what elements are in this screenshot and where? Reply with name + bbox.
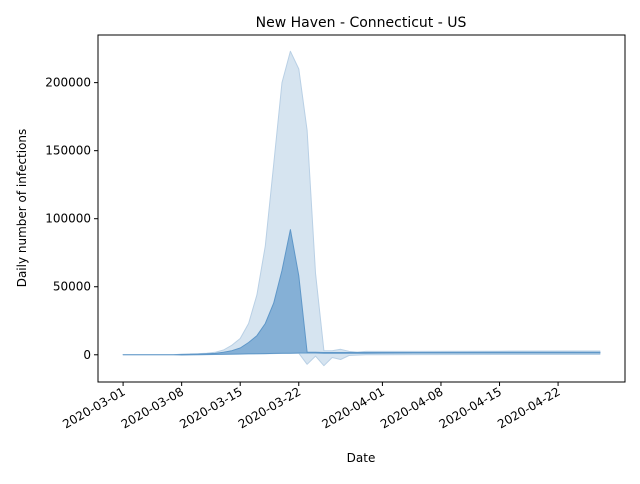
bands-layer [122, 50, 601, 367]
chart-title: New Haven - Connecticut - US [256, 15, 467, 31]
x-tick-label: 2020-03-01 [60, 384, 127, 431]
x-tick-label: 2020-04-01 [320, 384, 387, 431]
y-tick-label: 100000 [45, 212, 91, 226]
y-axis-label: Daily number of infections [15, 129, 29, 288]
y-tick-label: 50000 [53, 280, 91, 294]
plot-frame [97, 34, 626, 383]
x-tick-label: 2020-03-08 [119, 384, 186, 431]
x-axis-label: Date [347, 451, 376, 465]
x-tick-label: 2020-04-15 [437, 384, 504, 431]
inner-band [122, 229, 601, 356]
x-tick-label: 2020-04-08 [378, 384, 445, 431]
x-tick-label: 2020-04-22 [495, 384, 562, 431]
y-tick-label: 150000 [45, 144, 91, 158]
x-tick-label: 2020-03-15 [177, 384, 244, 431]
x-tick-label: 2020-03-22 [236, 384, 303, 431]
outer-band [122, 50, 601, 367]
y-tick-label: 200000 [45, 76, 91, 90]
x-axis-ticks: 2020-03-012020-03-082020-03-152020-03-22… [60, 382, 563, 431]
y-tick-label: 0 [83, 348, 91, 362]
y-axis-ticks: 0 50000 100000 150000 200000 [45, 76, 98, 362]
